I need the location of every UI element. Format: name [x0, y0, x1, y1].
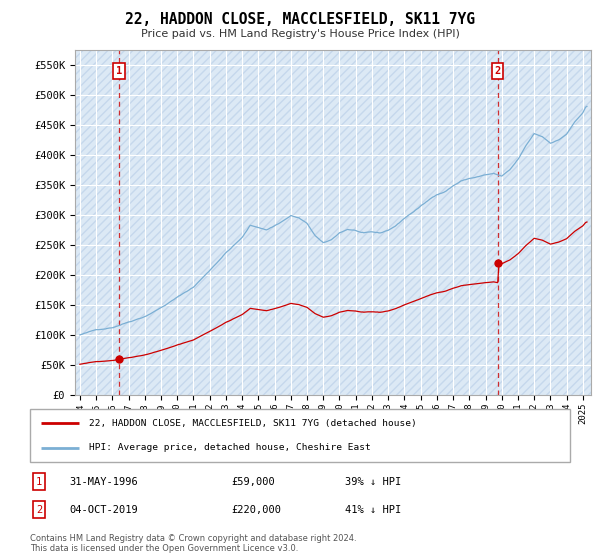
Text: 22, HADDON CLOSE, MACCLESFIELD, SK11 7YG (detached house): 22, HADDON CLOSE, MACCLESFIELD, SK11 7YG… — [89, 419, 417, 428]
Text: 1: 1 — [36, 477, 42, 487]
Text: 39% ↓ HPI: 39% ↓ HPI — [345, 477, 401, 487]
Text: 04-OCT-2019: 04-OCT-2019 — [69, 505, 138, 515]
Text: £59,000: £59,000 — [231, 477, 275, 487]
Text: 31-MAY-1996: 31-MAY-1996 — [69, 477, 138, 487]
Text: 22, HADDON CLOSE, MACCLESFIELD, SK11 7YG: 22, HADDON CLOSE, MACCLESFIELD, SK11 7YG — [125, 12, 475, 27]
Text: HPI: Average price, detached house, Cheshire East: HPI: Average price, detached house, Ches… — [89, 443, 371, 452]
FancyBboxPatch shape — [30, 409, 570, 462]
Text: 41% ↓ HPI: 41% ↓ HPI — [345, 505, 401, 515]
Text: 2: 2 — [36, 505, 42, 515]
Text: 1: 1 — [116, 66, 122, 76]
Text: 2: 2 — [494, 66, 501, 76]
Text: Contains HM Land Registry data © Crown copyright and database right 2024.
This d: Contains HM Land Registry data © Crown c… — [30, 534, 356, 553]
Text: Price paid vs. HM Land Registry's House Price Index (HPI): Price paid vs. HM Land Registry's House … — [140, 29, 460, 39]
Text: £220,000: £220,000 — [231, 505, 281, 515]
